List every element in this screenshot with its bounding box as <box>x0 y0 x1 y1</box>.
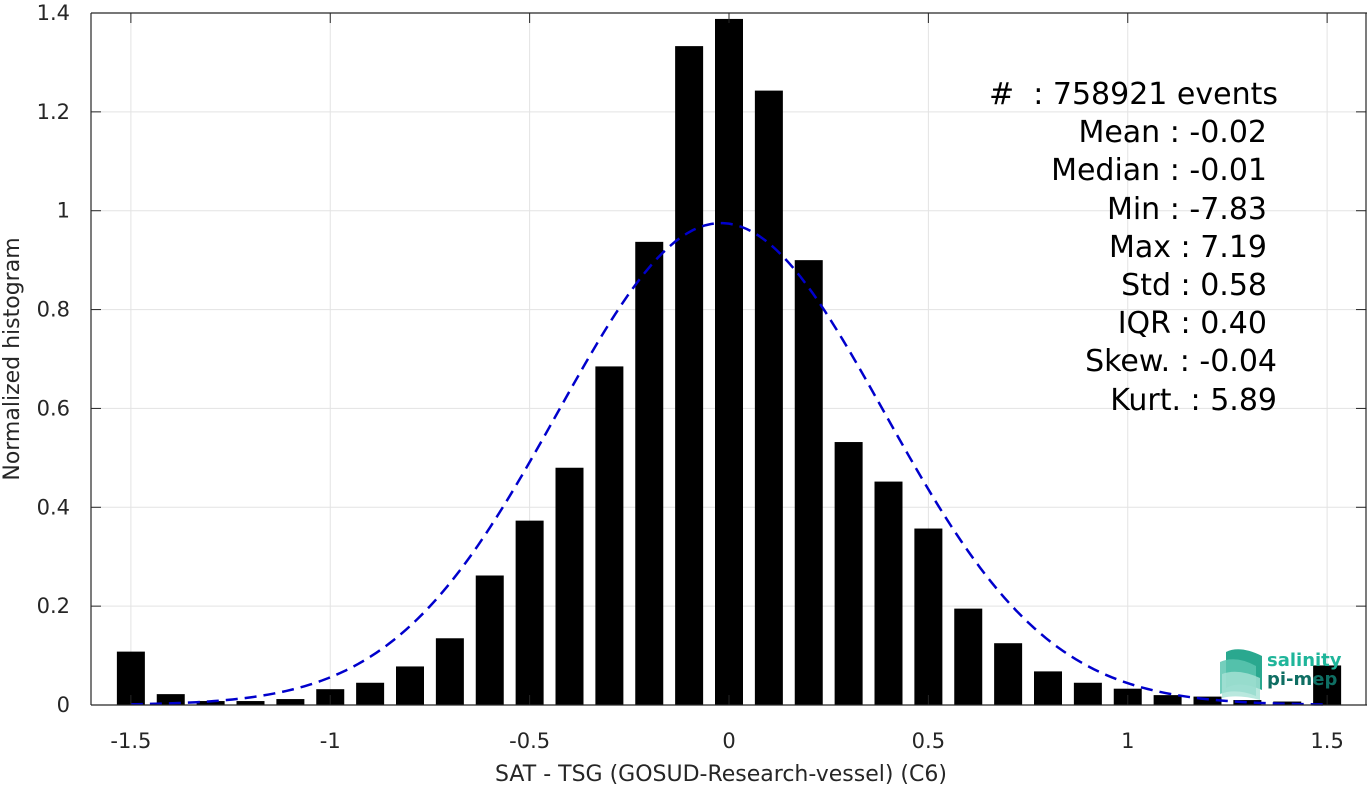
histogram-bar-29 <box>1273 701 1302 705</box>
histogram-bar-19 <box>874 481 903 705</box>
gaussian-fit-curve <box>130 221 1328 706</box>
histogram-bar-4 <box>276 699 305 705</box>
x-axis-label: SAT - TSG (GOSUD-Research-vessel) (C6) <box>495 762 947 785</box>
stats-skew: Skew. : -0.04 <box>1085 344 1277 379</box>
x-tick-label-0: -1.5 <box>110 729 151 753</box>
stats-std: Std : 0.58 <box>1121 268 1267 303</box>
y-tick-label-0: 0 <box>57 693 70 717</box>
histogram-bar-13 <box>635 241 664 705</box>
y-tick-label-6: 1.2 <box>37 100 70 124</box>
x-tick-label-4: 0.5 <box>912 729 945 753</box>
histogram-bar-9 <box>475 575 504 705</box>
y-tick-label-1: 0.2 <box>37 594 70 618</box>
stats-iqr: IQR : 0.40 <box>1118 306 1267 341</box>
stats-kurt: Kurt. : 5.89 <box>1110 383 1277 418</box>
histogram-bar-27 <box>1193 696 1222 705</box>
salinity-pimep-logo: salinity pi-mep <box>1220 649 1342 700</box>
histogram-bar-3 <box>236 701 265 705</box>
x-tick-label-6: 1.5 <box>1310 729 1343 753</box>
histogram-bar-23 <box>1034 671 1062 705</box>
y-tick-label-3: 0.6 <box>37 396 70 420</box>
histogram-bar-6 <box>356 682 385 705</box>
histogram-bars <box>116 18 1342 706</box>
x-tick-labels: -1.5 -1 -0.5 0 0.5 1 1.5 <box>110 729 1343 753</box>
stats-mean: Mean : -0.02 <box>1078 115 1267 150</box>
x-tick-label-5: 1 <box>1121 729 1134 753</box>
histogram-bar-14 <box>675 46 704 706</box>
stats-box: # : 758921 events Mean : -0.02 Median : … <box>989 77 1278 418</box>
y-tick-label-5: 1 <box>57 199 70 223</box>
histogram-bar-20 <box>914 528 943 705</box>
histogram-bar-18 <box>834 442 863 705</box>
histogram-bar-11 <box>555 467 584 705</box>
histogram-bar-16 <box>754 90 783 706</box>
y-axis-label: Normalized histogram <box>0 237 25 480</box>
y-tick-label-2: 0.4 <box>37 495 70 519</box>
stats-min: Min : -7.83 <box>1107 192 1267 227</box>
histogram-bar-17 <box>794 260 823 705</box>
y-tick-label-4: 0.8 <box>37 298 70 322</box>
histogram-bar-10 <box>515 520 544 705</box>
histogram-bar-22 <box>994 643 1023 705</box>
histogram-bar-12 <box>595 366 624 705</box>
x-tick-label-2: -0.5 <box>509 729 550 753</box>
x-tick-label-1: -1 <box>320 729 341 753</box>
stats-max: Max : 7.19 <box>1109 230 1267 265</box>
y-tick-labels: 0 0.2 0.4 0.6 0.8 1 1.2 1.4 <box>37 1 70 717</box>
logo-line2: pi-mep <box>1267 669 1337 690</box>
histogram-bar-8 <box>435 638 464 705</box>
logo-line1: salinity <box>1267 650 1342 671</box>
histogram-bar-7 <box>396 666 424 705</box>
histogram-bar-1 <box>156 694 185 705</box>
histogram-bar-28 <box>1233 700 1262 705</box>
stats-events: # : 758921 events <box>989 77 1278 112</box>
y-tick-label-7: 1.4 <box>37 1 70 25</box>
stats-median: Median : -0.01 <box>1051 153 1267 188</box>
histogram-bar-15 <box>715 18 743 705</box>
histogram-bar-24 <box>1073 682 1102 705</box>
histogram-bar-21 <box>954 608 983 705</box>
axes-frame <box>90 12 1367 706</box>
x-tick-label-3: 0 <box>722 729 735 753</box>
histogram-bar-2 <box>196 701 225 705</box>
histogram-bar-26 <box>1153 695 1182 705</box>
wave-logo-icon <box>1220 649 1262 700</box>
